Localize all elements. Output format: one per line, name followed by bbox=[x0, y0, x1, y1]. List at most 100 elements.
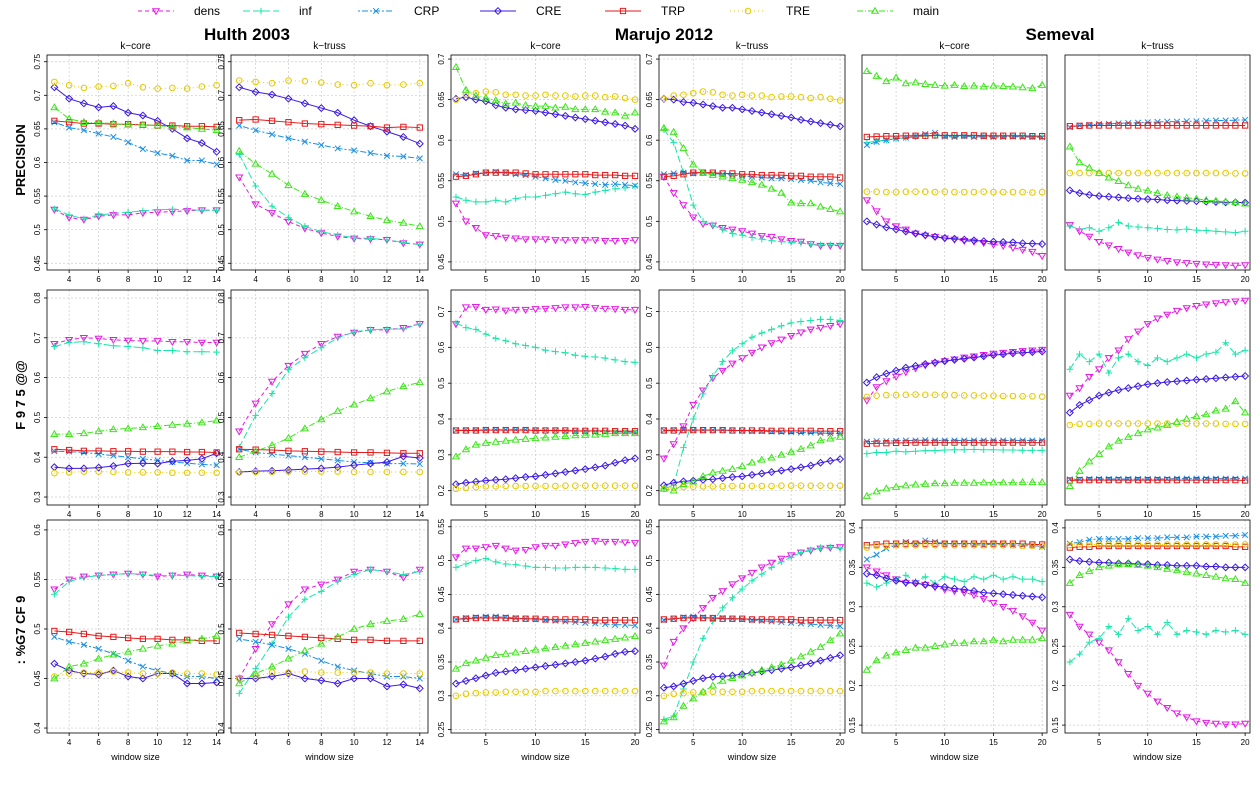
data-point-tre bbox=[807, 482, 815, 489]
data-point-cre bbox=[531, 663, 540, 672]
data-point-trp bbox=[502, 614, 509, 622]
data-point-cre bbox=[767, 110, 776, 119]
data-point-trp bbox=[1029, 439, 1036, 446]
data-point-cre bbox=[767, 666, 776, 675]
data-point-main bbox=[1192, 569, 1201, 577]
data-point-trp bbox=[699, 426, 707, 434]
y-tick-label: 0.35 bbox=[1051, 559, 1060, 575]
data-point-dens bbox=[251, 400, 260, 408]
data-point-crp bbox=[198, 461, 206, 468]
data-point-cre bbox=[591, 116, 600, 125]
legend-label-cre: CRE bbox=[536, 4, 561, 18]
series-line-dens bbox=[866, 199, 1043, 257]
data-point-cre bbox=[872, 571, 881, 580]
series-crp bbox=[51, 633, 220, 682]
data-point-tre bbox=[778, 93, 785, 100]
data-point-tre bbox=[873, 392, 880, 400]
data-point-dens bbox=[1065, 392, 1075, 400]
data-point-inf bbox=[892, 447, 900, 455]
data-point-inf bbox=[572, 564, 579, 571]
data-point-inf bbox=[1134, 627, 1142, 634]
legend-item-crp: CRP bbox=[358, 4, 439, 18]
data-point-inf bbox=[1241, 347, 1249, 354]
data-point-dens bbox=[1114, 659, 1123, 667]
data-point-cre bbox=[531, 106, 540, 115]
data-point-inf bbox=[562, 564, 569, 572]
data-point-inf bbox=[699, 635, 707, 642]
data-point-cre bbox=[747, 668, 757, 677]
series-line-dens bbox=[238, 177, 420, 245]
data-point-inf bbox=[1066, 365, 1074, 373]
data-point-trp bbox=[139, 448, 147, 455]
data-point-main bbox=[757, 455, 766, 463]
data-point-dens bbox=[610, 237, 620, 246]
data-point-tre bbox=[301, 468, 309, 475]
data-point-cre bbox=[284, 94, 293, 103]
data-point-tre bbox=[1105, 541, 1113, 548]
series-line-dens bbox=[663, 323, 841, 459]
data-point-trp bbox=[542, 616, 549, 623]
data-point-main bbox=[757, 180, 766, 188]
series-main bbox=[50, 103, 221, 134]
data-point-crp bbox=[285, 645, 292, 652]
series-line-trp bbox=[54, 630, 217, 642]
data-point-tre bbox=[492, 89, 500, 96]
data-point-main bbox=[630, 108, 640, 116]
data-point-trp bbox=[1095, 122, 1103, 129]
data-point-trp bbox=[778, 427, 785, 434]
series-line-trp bbox=[866, 442, 1043, 445]
data-point-crp bbox=[836, 623, 844, 630]
data-point-dens bbox=[610, 538, 620, 546]
data-point-dens bbox=[1240, 720, 1250, 728]
data-point-trp bbox=[788, 172, 795, 180]
data-point-main bbox=[882, 77, 891, 85]
data-point-inf bbox=[1076, 650, 1083, 658]
y-tick-label: 0.75 bbox=[217, 53, 226, 69]
data-point-trp bbox=[778, 616, 785, 623]
data-point-cre bbox=[491, 668, 500, 677]
data-point-main bbox=[826, 636, 835, 644]
data-point-dens bbox=[581, 304, 590, 312]
data-point-crp bbox=[827, 180, 834, 187]
y-tick-label: 0.65 bbox=[645, 91, 654, 107]
data-point-main bbox=[708, 468, 718, 476]
data-point-cre bbox=[124, 672, 133, 681]
y-tick-label: 0.6 bbox=[33, 524, 42, 536]
data-point-trp bbox=[552, 171, 559, 178]
data-point-cre bbox=[333, 108, 342, 117]
data-point-trp bbox=[990, 439, 997, 446]
data-point-trp bbox=[65, 446, 73, 454]
data-point-dens bbox=[669, 441, 678, 449]
data-point-trp bbox=[817, 616, 824, 624]
series-inf bbox=[452, 319, 639, 366]
data-point-dens bbox=[872, 208, 881, 216]
data-point-main bbox=[1018, 83, 1027, 91]
data-point-tre bbox=[980, 188, 988, 196]
data-point-inf bbox=[383, 236, 391, 244]
data-point-cre bbox=[561, 659, 570, 668]
data-point-main bbox=[531, 101, 540, 109]
data-point-dens bbox=[1124, 249, 1133, 257]
data-point-dens bbox=[738, 575, 747, 583]
data-point-cre bbox=[708, 672, 717, 681]
data-point-trp bbox=[892, 132, 900, 140]
data-point-dens bbox=[1133, 328, 1143, 336]
data-point-tre bbox=[709, 89, 717, 96]
data-point-trp bbox=[1173, 476, 1181, 484]
y-tick-label: 0.65 bbox=[437, 91, 446, 107]
data-point-trp bbox=[922, 439, 929, 446]
series-inf bbox=[660, 126, 844, 249]
data-point-inf bbox=[689, 201, 697, 209]
x-tick-label: 20 bbox=[836, 738, 845, 747]
series-crp bbox=[236, 122, 423, 162]
data-point-cre bbox=[153, 116, 162, 125]
data-point-inf bbox=[268, 640, 276, 648]
data-point-tre bbox=[591, 482, 599, 489]
data-point-tre bbox=[680, 689, 687, 697]
data-point-main bbox=[109, 650, 118, 658]
data-point-tre bbox=[139, 670, 147, 677]
data-point-tre bbox=[552, 482, 559, 490]
series-main bbox=[50, 416, 221, 437]
data-point-main bbox=[796, 652, 806, 660]
data-point-main bbox=[1211, 196, 1221, 204]
